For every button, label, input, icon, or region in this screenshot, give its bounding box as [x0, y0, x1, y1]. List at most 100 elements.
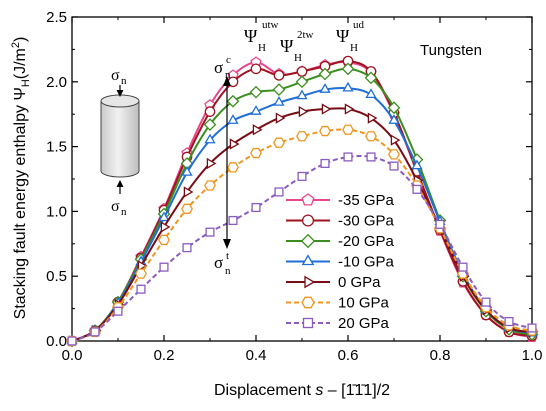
data-point: [296, 131, 308, 142]
data-point: [227, 114, 239, 124]
data-point: [366, 152, 376, 162]
legend-marker: [301, 254, 315, 266]
data-point: [342, 124, 354, 135]
svg-text:σ: σ: [214, 58, 223, 77]
legend-entry: 10 GPa: [286, 295, 390, 312]
data-point: [296, 66, 308, 77]
legend: -35 GPa -30 GPa -20 GPa -10 GPa 0 GPa 10 GPa 2…: [286, 192, 395, 332]
data-point: [388, 114, 400, 124]
data-point: [295, 75, 309, 89]
data-point: [367, 112, 378, 124]
data-point: [318, 67, 332, 81]
svg-text:σ: σ: [214, 253, 223, 272]
svg-text:n: n: [121, 206, 127, 218]
svg-text:Ψ: Ψ: [280, 36, 294, 56]
data-point: [250, 147, 262, 159]
data-point: [435, 219, 445, 229]
svg-text:ud: ud: [353, 19, 365, 31]
data-point: [411, 159, 423, 170]
sigma-n-bottom-annotation: σ n: [111, 198, 127, 218]
sigma-c-annotation: σ n c: [214, 54, 231, 81]
svg-text:c: c: [226, 54, 231, 66]
data-point: [158, 234, 170, 246]
data-point: [182, 243, 192, 253]
svg-text:H: H: [258, 42, 266, 54]
legend-label: -35 GPa: [338, 192, 395, 209]
data-point: [365, 131, 377, 142]
data-point: [204, 180, 216, 191]
y-tick-labels: 0.0 0.5 1.0 1.5 2.0 2.5: [46, 9, 67, 350]
data-point: [229, 138, 240, 150]
data-point: [527, 323, 537, 333]
data-point: [227, 162, 239, 173]
data-point: [319, 83, 331, 93]
series-line: [71, 107, 533, 342]
svg-text:t: t: [226, 250, 229, 262]
data-point: [160, 221, 171, 233]
x-axis-label: Displacement s – [1̄1̄1]/2: [214, 382, 390, 399]
stress-arrow-up-icon: [223, 76, 231, 86]
data-point: [481, 297, 491, 307]
y-axis-label: Stacking fault energy enthalpy ΨH(J/m2): [10, 37, 32, 320]
data-point: [412, 184, 422, 194]
legend-marker: [300, 233, 316, 249]
data-point: [344, 103, 355, 115]
svg-text:n: n: [121, 75, 127, 87]
x-tick-label: 0.2: [154, 347, 175, 364]
legend-marker: [304, 275, 316, 289]
data-point: [504, 317, 514, 327]
psi-2tw-annotation: Ψ 2tw H: [280, 29, 314, 64]
data-point: [206, 157, 217, 170]
data-point: [297, 171, 307, 181]
data-point: [203, 118, 217, 131]
legend-entry: -30 GPa: [286, 213, 395, 230]
data-point: [343, 152, 353, 162]
x-tick-label: 0.6: [338, 347, 359, 364]
data-point: [137, 260, 148, 272]
data-point: [159, 262, 169, 272]
legend-entry: -20 GPa: [286, 233, 395, 250]
data-point: [136, 284, 146, 294]
data-point: [273, 69, 285, 81]
data-point: [321, 103, 332, 115]
legend-label: 10 GPa: [338, 295, 390, 312]
y-tick-label: 0.0: [46, 333, 67, 350]
svg-text:σ: σ: [111, 198, 120, 215]
legend-label: -20 GPa: [338, 233, 395, 250]
x-tick-label: 0.4: [246, 347, 267, 364]
data-point: [275, 112, 286, 124]
data-point: [90, 327, 100, 337]
material-label: Tungsten: [420, 42, 482, 59]
data-point: [274, 187, 284, 197]
data-point: [181, 166, 193, 176]
data-point: [319, 125, 331, 137]
data-point: [364, 71, 378, 85]
svg-text:n: n: [225, 69, 231, 81]
data-point: [387, 101, 401, 115]
data-point: [388, 149, 400, 160]
data-point: [249, 85, 263, 99]
bottom-force-arrow-icon: [116, 180, 124, 187]
y-tick-label: 1.5: [46, 139, 67, 156]
sigma-n-top-annotation: σ n: [111, 67, 127, 87]
data-point: [273, 96, 285, 106]
svg-text:σ: σ: [111, 67, 120, 84]
svg-text:utw: utw: [262, 19, 279, 31]
data-point: [204, 106, 216, 117]
svg-text:n: n: [225, 265, 231, 277]
data-point: [205, 227, 215, 237]
data-point: [341, 62, 355, 76]
sigma-t-annotation: σ n t: [214, 250, 231, 277]
stress-arrow-down-icon: [223, 239, 231, 249]
data-point: [272, 83, 286, 96]
y-tick-label: 1.0: [46, 203, 67, 220]
data-point: [252, 124, 263, 136]
series-20gpa: [67, 152, 537, 346]
psi-ud-annotation: Ψ ud H: [336, 19, 365, 54]
data-point: [251, 202, 261, 213]
data-point: [228, 215, 238, 226]
series-line: [71, 128, 533, 342]
svg-text:Ψ: Ψ: [336, 26, 350, 46]
x-tick-label: 0.8: [430, 347, 451, 364]
